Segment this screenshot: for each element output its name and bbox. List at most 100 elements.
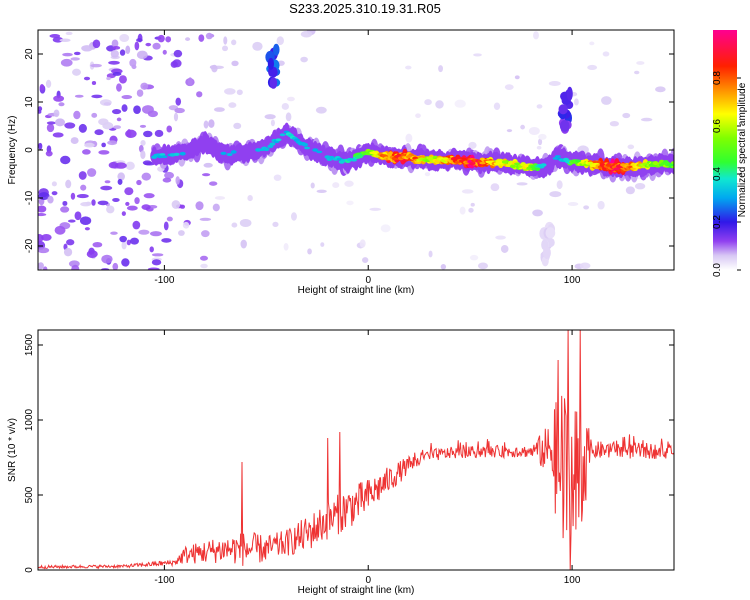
spectrogram-noise-blob bbox=[65, 31, 73, 36]
spectrogram-noise-blob bbox=[132, 220, 141, 230]
spectrogram-noise-blob bbox=[625, 186, 635, 195]
spectrogram-noise-blob bbox=[106, 205, 115, 214]
spectrogram-noise-blob bbox=[161, 238, 172, 243]
snr-x-tick-label: 0 bbox=[365, 575, 371, 586]
snr-y-tick-label: 500 bbox=[24, 486, 35, 503]
snr-series-line bbox=[38, 330, 674, 570]
spectrogram-noise-blob bbox=[112, 45, 121, 50]
colorbar-tick-label: 0.8 bbox=[712, 71, 723, 85]
spectrogram-noise-blob bbox=[119, 235, 127, 243]
spectrogram-noise-blob bbox=[528, 126, 540, 136]
spectrogram-noise-blob bbox=[136, 179, 142, 186]
spectrogram-noise-blob bbox=[369, 207, 382, 211]
spectrogram-noise-blob bbox=[533, 31, 539, 40]
spectrogram-noise-blob bbox=[166, 216, 173, 222]
spectrogram-noise-blob bbox=[655, 86, 666, 93]
spectrogram-noise-blob bbox=[272, 221, 279, 228]
snr-x-tick-label: 100 bbox=[564, 575, 581, 586]
spectrogram-noise-blob bbox=[154, 129, 164, 138]
spectrogram-noise-blob bbox=[209, 181, 218, 186]
spectrogram-noise-blob bbox=[200, 255, 208, 261]
spectrogram-noise-blob bbox=[469, 254, 479, 261]
spectrogram-noise-blob bbox=[72, 68, 81, 76]
spectrogram-noise-blob bbox=[380, 224, 391, 233]
spectrogram-ridge-cell bbox=[302, 142, 309, 147]
spectrogram-noise-blob bbox=[162, 177, 172, 183]
spectrogram-noise-blob bbox=[79, 216, 92, 226]
spectrogram-noise-blob bbox=[70, 192, 76, 200]
spectrogram-noise-blob bbox=[627, 144, 635, 150]
spectrogram-noise-blob bbox=[145, 42, 152, 47]
spectrogram-noise-blob bbox=[98, 118, 109, 126]
spectrogram-noise-blob bbox=[134, 41, 140, 51]
colorbar-gradient bbox=[713, 30, 737, 270]
spectrogram-noise-blob bbox=[514, 75, 520, 80]
spectrogram-noise-blob bbox=[141, 172, 152, 181]
spectrogram-noise-blob bbox=[91, 81, 97, 85]
spectrogram-noise-blob bbox=[634, 70, 640, 75]
spectrogram-noise-blob bbox=[47, 195, 54, 204]
spectrogram-noise-blob bbox=[142, 160, 152, 166]
spectrogram-noise-blob bbox=[405, 133, 413, 143]
spectrogram-noise-blob bbox=[438, 65, 443, 73]
spectrogram-noise-blob bbox=[574, 98, 579, 106]
spectrogram-noise-blob bbox=[454, 99, 466, 108]
spectrogram-noise-blob bbox=[124, 187, 134, 196]
spectrogram-ridge-cell bbox=[269, 142, 276, 146]
spectrogram-noise-blob bbox=[54, 225, 66, 235]
spectrogram-noise-blob bbox=[236, 89, 243, 96]
spectrogram-noise-blob bbox=[151, 259, 162, 266]
spectrogram-feature-1 bbox=[269, 77, 278, 89]
spectrogram-noise-blob bbox=[140, 82, 149, 90]
spectrogram-noise-blob bbox=[71, 264, 80, 270]
spectrogram-noise-blob bbox=[170, 61, 178, 68]
spectrogram-noise-blob bbox=[597, 200, 605, 210]
spectrogram-noise-blob bbox=[171, 200, 181, 209]
spectrogram-noise-blob bbox=[228, 102, 237, 108]
spectrogram-noise-blob bbox=[74, 211, 82, 221]
spectrogram-ridge-cell bbox=[350, 158, 357, 162]
spectrogram-noise-blob bbox=[473, 53, 482, 57]
spectrogram-noise-blob bbox=[361, 257, 369, 263]
spectrogram-noise-blob bbox=[111, 108, 122, 115]
spectrogram-noise-blob bbox=[83, 76, 91, 81]
spectrogram-noise-blob bbox=[60, 206, 70, 213]
spectrogram-noise-blob bbox=[141, 204, 151, 210]
spectrogram-y-tick-label: 10 bbox=[24, 96, 35, 108]
spectrogram-noise-blob bbox=[231, 222, 238, 228]
spectrogram-x-tick-label: -100 bbox=[154, 275, 174, 286]
spectrogram-ridge-cell bbox=[159, 153, 166, 156]
spectrogram-noise-blob bbox=[567, 201, 579, 206]
spectrogram-noise-blob bbox=[224, 88, 236, 95]
spectrogram-ridge-cell bbox=[501, 160, 508, 164]
spectrogram-noise-blob bbox=[116, 117, 122, 122]
spectrogram-noise-blob bbox=[187, 77, 193, 86]
spectrogram-noise-blob bbox=[51, 191, 58, 196]
spectrogram-noise-blob bbox=[136, 50, 148, 60]
spectrogram-noise-blob bbox=[70, 57, 80, 61]
spectrogram-noise-blob bbox=[208, 119, 215, 128]
spectrogram-noise-blob bbox=[43, 266, 48, 270]
spectrogram-ridge-cell bbox=[279, 133, 286, 137]
spectrogram-noise-blob bbox=[201, 173, 211, 177]
spectrogram-y-tick-label: 0 bbox=[24, 147, 35, 153]
spectrogram-noise-blob bbox=[231, 60, 239, 67]
spectrogram-noise-blob bbox=[55, 118, 65, 127]
spectrogram-noise-blob bbox=[125, 201, 130, 206]
spectrogram-noise-blob bbox=[636, 61, 645, 65]
colorbar-tick-label: 0.4 bbox=[712, 167, 723, 181]
spectrogram-noise-blob bbox=[84, 142, 95, 148]
spectrogram-noise-blob bbox=[359, 239, 366, 248]
spectrogram-ridge-cell bbox=[509, 164, 516, 169]
snr-y-tick-label: 1500 bbox=[24, 333, 35, 356]
spectrogram-noise-blob bbox=[70, 137, 79, 145]
spectrogram-noise-blob bbox=[213, 107, 225, 112]
spectrogram-noise-blob bbox=[424, 172, 431, 177]
spectrogram-noise-blob bbox=[38, 106, 43, 112]
spectrogram-noise-blob bbox=[175, 97, 182, 106]
spectrogram-noise-blob bbox=[51, 181, 57, 187]
spectrogram-noise-blob bbox=[140, 150, 146, 160]
